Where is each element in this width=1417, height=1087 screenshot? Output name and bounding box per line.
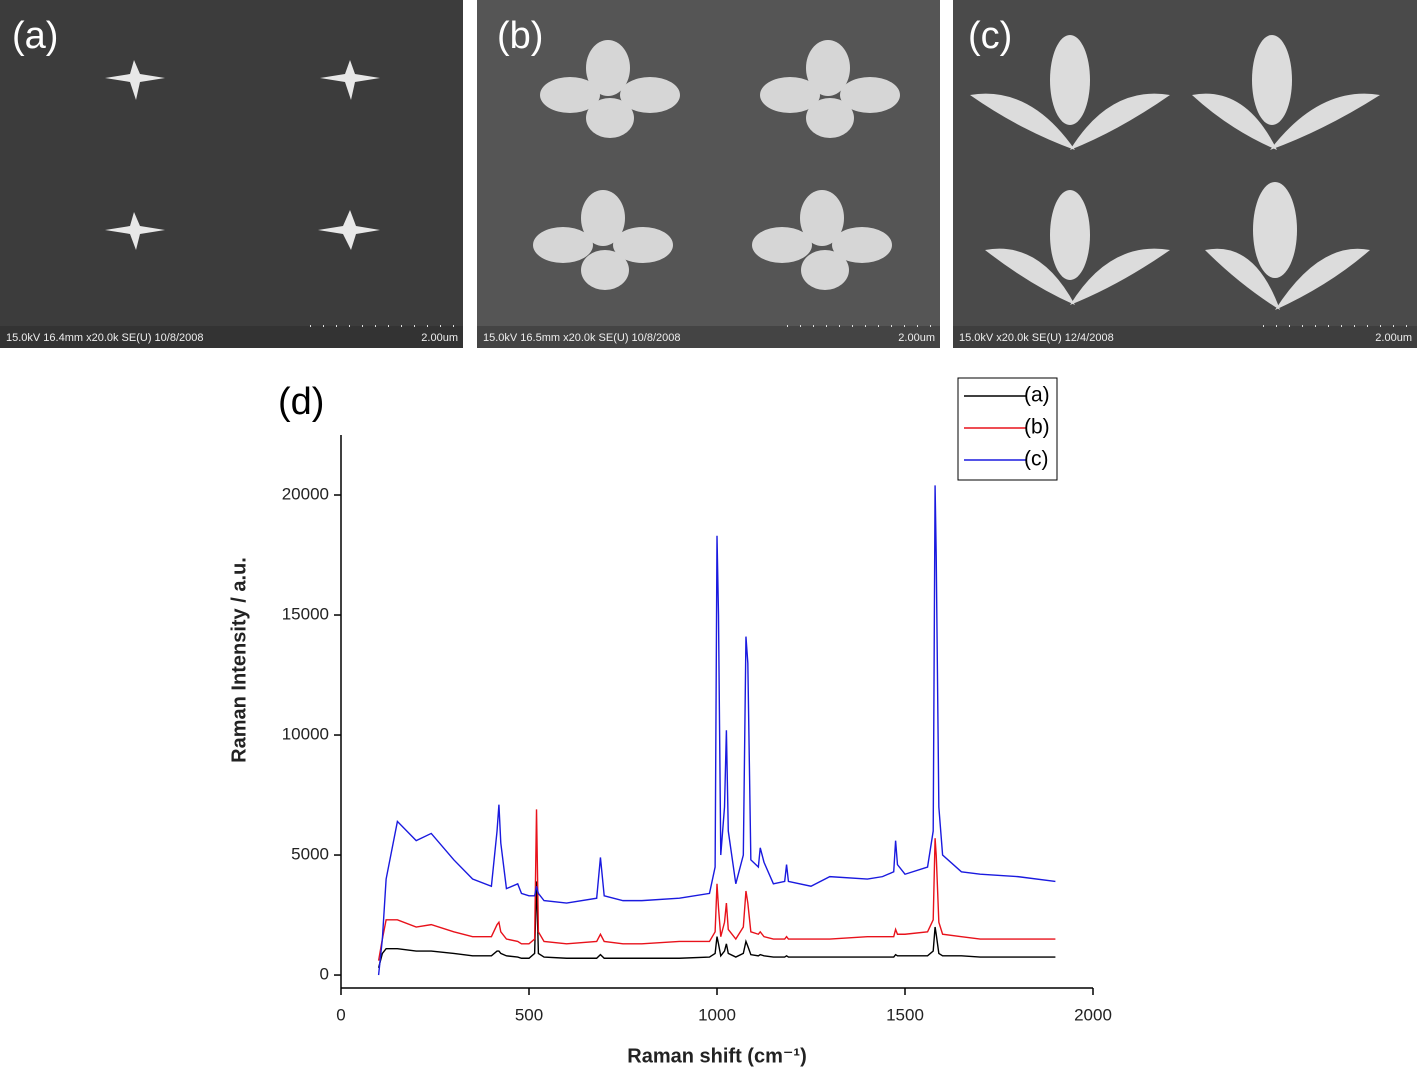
sem-footer: 15.0kV 16.5mm x20.0k SE(U) 10/8/2008	[483, 332, 681, 344]
panel-label: (d)	[278, 381, 324, 423]
x-tick-label: 2000	[1074, 1005, 1112, 1024]
panel-label: (b)	[497, 15, 543, 57]
series-line	[377, 485, 1056, 976]
legend-label: (a)	[1024, 384, 1050, 407]
y-tick-label: 0	[320, 965, 329, 984]
sem-footer: 15.0kV 16.4mm x20.0k SE(U) 10/8/2008	[6, 332, 204, 344]
legend-label: (c)	[1024, 448, 1049, 471]
x-tick-label: 0	[336, 1005, 345, 1024]
legend-box	[957, 377, 1058, 481]
sem-scale: 2.00um	[1375, 332, 1412, 344]
panel-label: (a)	[12, 15, 58, 57]
y-tick-label: 20000	[282, 484, 329, 503]
legend-label: (b)	[1024, 416, 1050, 439]
series-line	[377, 809, 1056, 961]
x-axis-label: Raman shift (cm⁻¹)	[627, 1045, 806, 1067]
sem-panel-a	[0, 0, 463, 348]
panel-label: (c)	[968, 15, 1012, 57]
series-line	[377, 881, 1056, 969]
y-tick-label: 10000	[282, 725, 329, 744]
y-tick-label: 15000	[282, 604, 329, 623]
sem-panel-c	[953, 0, 1417, 348]
x-tick-label: 1000	[698, 1005, 736, 1024]
sem-scale: 2.00um	[898, 332, 935, 344]
x-tick-label: 1500	[886, 1005, 924, 1024]
y-tick-label: 5000	[291, 845, 329, 864]
x-tick-label: 500	[515, 1005, 543, 1024]
sem-footer: 15.0kV x20.0k SE(U) 12/4/2008	[959, 332, 1114, 344]
sem-panel-b	[477, 0, 940, 348]
y-axis-label: Raman Intensity / a.u.	[228, 557, 250, 763]
sem-scale: 2.00um	[421, 332, 458, 344]
